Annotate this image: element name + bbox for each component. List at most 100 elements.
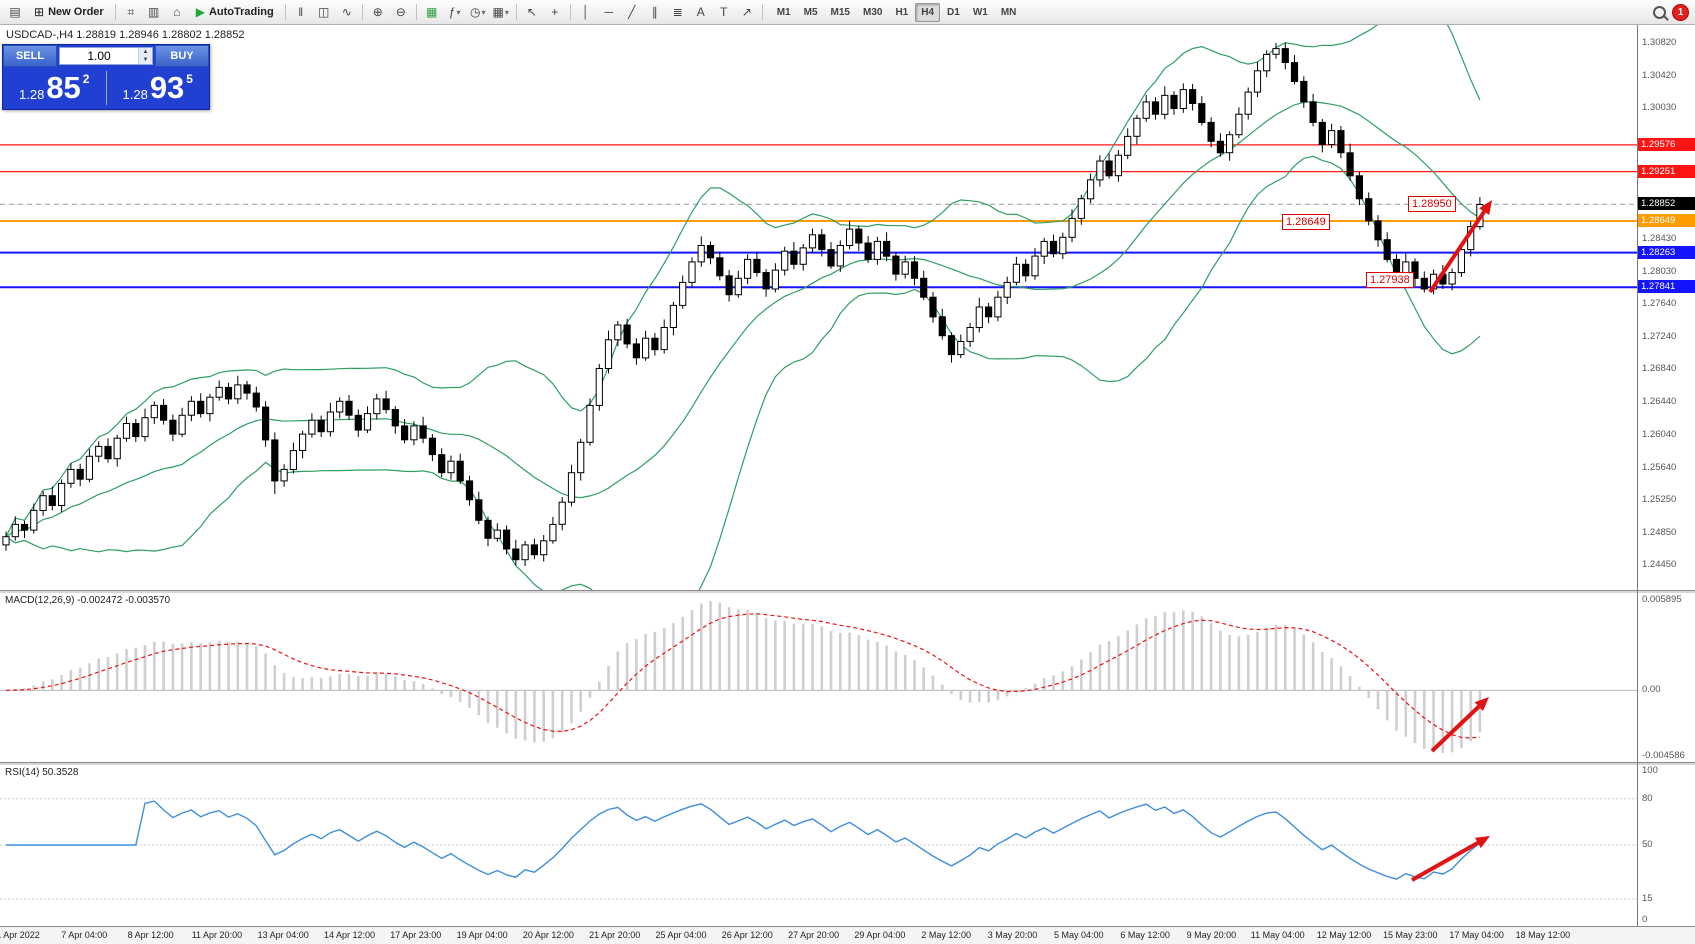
toolbar-separator (114, 4, 116, 20)
time-label: 21 Apr 20:00 (589, 930, 641, 940)
macd-axis-min: -0.004586 (1642, 750, 1685, 761)
price-label: 1.26840 (1642, 363, 1677, 375)
arrows-icon[interactable]: ↗ (741, 5, 752, 19)
new-chart-icon[interactable]: ▤ (9, 5, 21, 19)
timeframe-m30[interactable]: M30 (862, 6, 883, 18)
time-label: 2 May 12:00 (921, 930, 971, 940)
search-icon[interactable] (1653, 5, 1666, 19)
time-label: 11 May 04:00 (1250, 930, 1305, 940)
toolbar-separator (415, 4, 417, 20)
chart-candles-icon[interactable]: ◫ (318, 5, 330, 19)
price-label: 1.25250 (1642, 493, 1677, 505)
time-label: 7 Apr 04:00 (61, 930, 108, 940)
panel-separator[interactable] (0, 762, 1695, 765)
macd-axis-max: 0.005895 (1642, 594, 1682, 605)
level-price-tag: 1.28263 (1638, 245, 1695, 259)
indicators-icon[interactable]: ƒ ▾ (448, 5, 461, 19)
time-label: 17 May 04:00 (1449, 930, 1504, 940)
price-divider (105, 71, 107, 105)
macd-panel[interactable] (0, 592, 1637, 762)
toolbar-items: ▤ ⊞ New Order ⌗ ▥ ⌂ ▶ AutoTrading ‖ ◫ ∿ ⊕ ⊖ ▦ ƒ ▾ ◷ ▾ ▦ ▾ ↖ +… (4, 2, 766, 23)
buy-button[interactable]: BUY (155, 45, 209, 67)
one-click-trading-panel: SELL ▲ ▼ BUY 1.28 85 2 1.28 93 5 (2, 44, 210, 110)
time-label: 13 Apr 04:00 (257, 930, 309, 940)
volume-input[interactable] (60, 48, 138, 64)
price-label: 1.28430 (1642, 232, 1677, 244)
timeframe-d1[interactable]: D1 (947, 6, 960, 18)
price-axis[interactable]: 1.30820 1.30420 1.30030 1.28430 1.28030 1.276… (1638, 0, 1695, 944)
toolbar-separator (569, 4, 571, 20)
timeframe-bar: M1 M5 M15 M30 H1 H4 D1 W1 MN (771, 2, 1023, 22)
notifications-badge[interactable]: 1 (1672, 3, 1689, 21)
time-label: 5 May 04:00 (1054, 930, 1104, 940)
price-callout: 1.28950 (1408, 196, 1456, 212)
time-label: 14 Apr 12:00 (323, 930, 376, 940)
level-price-tag: 1.29576 (1638, 137, 1695, 151)
tile-windows-icon[interactable]: ▦ (426, 5, 438, 19)
sell-price[interactable]: 1.28 85 2 (3, 67, 106, 109)
time-axis[interactable]: 1 Apr 2022 7 Apr 04:00 8 Apr 12:00 11 Apr 2… (0, 926, 1695, 944)
text-label-icon[interactable]: T (720, 5, 728, 19)
zoom-out-icon[interactable]: ⊖ (395, 5, 406, 19)
trendline-icon[interactable]: ╱ (628, 5, 636, 19)
toolbar: ▤ ⊞ New Order ⌗ ▥ ⌂ ▶ AutoTrading ‖ ◫ ∿ ⊕ ⊖ ▦ ƒ ▾ ◷ ▾ ▦ ▾ ↖ +… (0, 0, 1695, 25)
autotrading-button[interactable]: ▶ AutoTrading (195, 5, 274, 19)
market-watch-icon[interactable]: ⌗ (127, 5, 135, 19)
sell-button[interactable]: SELL (3, 45, 57, 67)
time-label: 1 Apr 2022 (0, 930, 40, 940)
crosshair-icon[interactable]: + (551, 5, 559, 19)
price-label: 1.28030 (1642, 265, 1677, 277)
cursor-icon[interactable]: ↖ (526, 5, 537, 19)
price-chart[interactable] (0, 24, 1637, 590)
timeframe-h4[interactable]: H4 (915, 2, 941, 22)
rsi-axis-50: 50 (1642, 839, 1653, 850)
price-label: 1.30820 (1642, 36, 1677, 48)
time-label: 3 May 20:00 (987, 930, 1038, 940)
rsi-series (0, 798, 1637, 900)
periods-icon[interactable]: ◷ ▾ (469, 5, 486, 19)
volume-stepper: ▲ ▼ (138, 48, 152, 64)
zoom-in-icon[interactable]: ⊕ (372, 5, 383, 19)
toolbar-right: 1 (1653, 3, 1691, 21)
toolbar-separator (284, 4, 286, 20)
volume-down-button[interactable]: ▼ (139, 56, 152, 64)
timeframe-m1[interactable]: M1 (776, 6, 791, 18)
equidistant-channel-icon[interactable]: ∥ (651, 5, 658, 19)
price-label: 1.25640 (1642, 461, 1677, 473)
timeframe-h1[interactable]: H1 (895, 6, 909, 18)
panel-separator[interactable] (0, 590, 1695, 593)
level-price-tag: 1.28649 (1638, 213, 1695, 227)
timeframe-m5[interactable]: M5 (803, 6, 818, 18)
rsi-axis-15: 15 (1642, 892, 1653, 904)
horizontal-line-icon[interactable]: ─ (604, 5, 613, 19)
vertical-line-icon[interactable]: │ (581, 5, 590, 19)
time-label: 12 May 12:00 (1316, 930, 1372, 940)
data-window-icon[interactable]: ▥ (148, 5, 160, 19)
chart-bars-icon[interactable]: ‖ (298, 5, 304, 19)
toolbar-separator (761, 4, 763, 20)
fibonacci-icon[interactable]: ≣ (672, 5, 683, 19)
rsi-panel[interactable] (0, 764, 1637, 926)
candlestick-series (0, 24, 1637, 590)
price-label: 1.26040 (1642, 428, 1677, 440)
macd-axis-zero: 0.00 (1642, 684, 1661, 696)
buy-price[interactable]: 1.28 93 5 (107, 67, 210, 109)
timeframe-mn[interactable]: MN (1000, 6, 1017, 18)
new-order-button[interactable]: ⊞ New Order (34, 5, 104, 19)
buy-price-pip: 5 (186, 72, 193, 86)
price-label: 1.30420 (1642, 69, 1677, 81)
rsi-axis-100: 100 (1642, 765, 1658, 776)
text-icon[interactable]: A (696, 5, 705, 19)
navigator-icon[interactable]: ⌂ (173, 5, 181, 19)
price-label: 1.26440 (1642, 396, 1677, 408)
time-label: 15 May 23:00 (1383, 930, 1438, 940)
timeframe-w1[interactable]: W1 (972, 6, 988, 18)
chart-line-icon[interactable]: ∿ (341, 5, 352, 19)
time-label: 11 Apr 20:00 (191, 930, 243, 940)
templates-icon[interactable]: ▦ ▾ (492, 5, 509, 19)
level-price-tag: 1.29251 (1638, 164, 1695, 178)
volume-up-button[interactable]: ▲ (139, 48, 152, 56)
price-callout: 1.28649 (1282, 214, 1330, 230)
timeframe-m15[interactable]: M15 (830, 6, 850, 18)
